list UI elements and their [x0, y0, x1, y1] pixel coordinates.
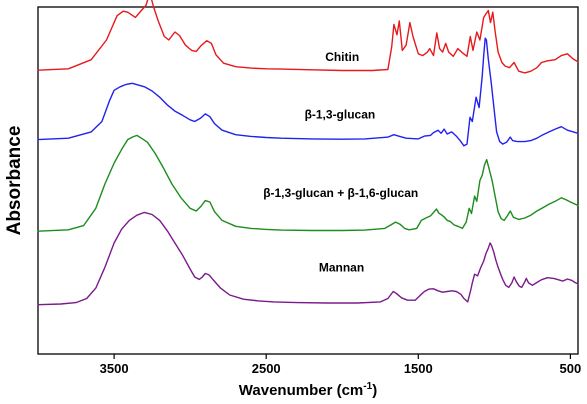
x-axis-title-main: Wavenumber (cm	[239, 382, 363, 399]
y-axis-title: Absorbance	[4, 126, 25, 236]
series-line-3	[37, 211, 579, 306]
series-label-2: β-1,3-glucan + β-1,6-glucan	[263, 186, 418, 200]
series-label-layer: Chitin β-1,3-glucan β-1,3-glucan + β-1,6-g…	[263, 50, 418, 275]
series-line-0	[37, 0, 579, 74]
x-tick-label-3: 500	[560, 361, 582, 376]
series-line-2	[37, 134, 579, 232]
series-label-3: Mannan	[319, 260, 364, 274]
x-axis-title: Wavenumber (cm-1)	[239, 381, 377, 399]
series-layer	[37, 0, 579, 306]
series-label-1: β-1,3-glucan	[305, 108, 376, 122]
x-tick-label-2: 1500	[404, 361, 433, 376]
x-axis-title-superscript: -1	[363, 381, 372, 392]
series-line-1	[37, 37, 579, 147]
x-tick-label-0: 3500	[100, 361, 129, 376]
series-label-0: Chitin	[325, 50, 359, 64]
x-axis-title-suffix: )	[372, 382, 377, 399]
x-tick-label-1: 2500	[252, 361, 281, 376]
plot-frame	[37, 6, 579, 355]
x-axis-ticks: 3500 2500 1500 500	[100, 354, 582, 376]
